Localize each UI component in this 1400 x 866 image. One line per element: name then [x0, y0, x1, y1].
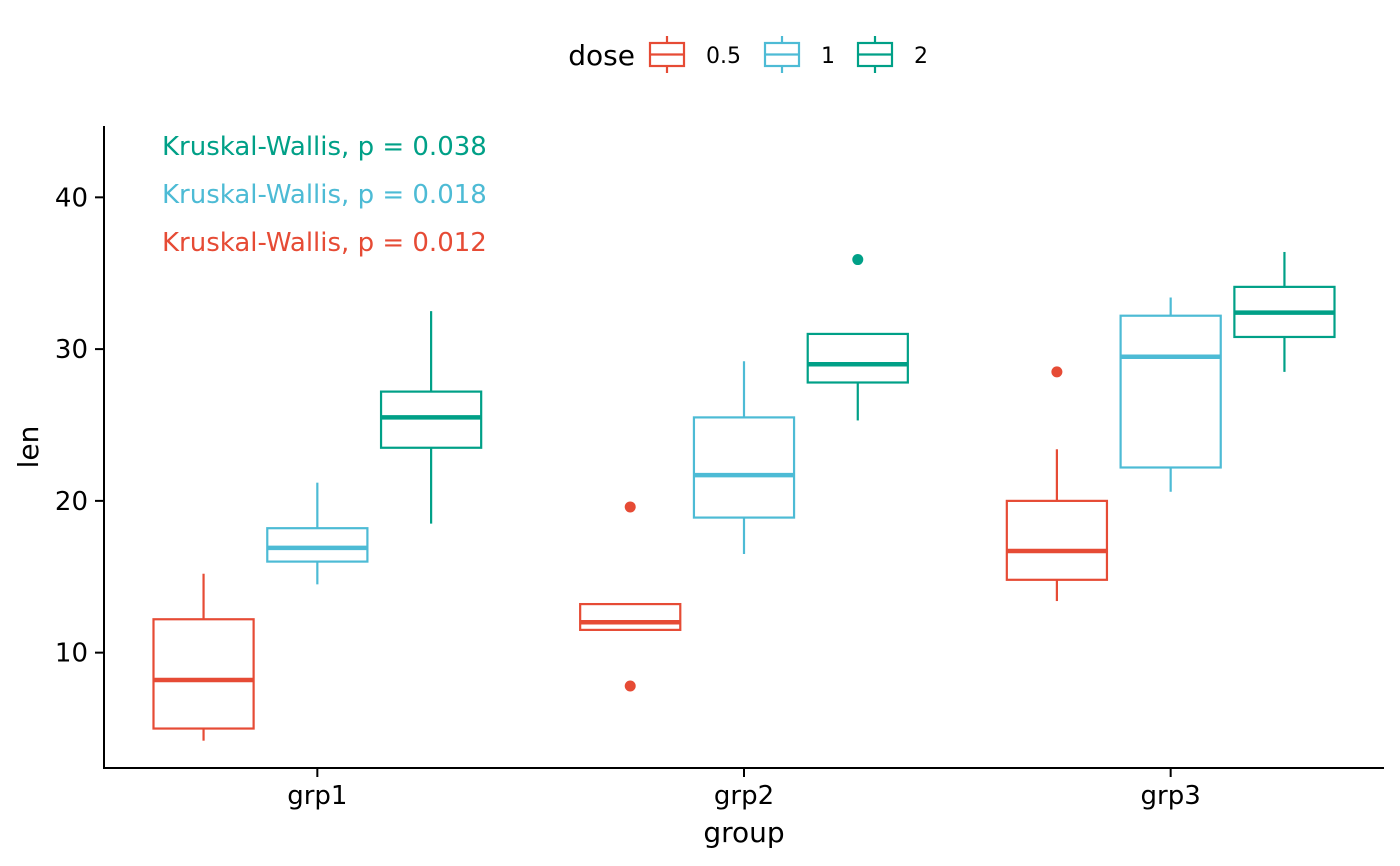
box-0.5-grp1 — [152, 573, 255, 741]
legend-item-0.5: 0.5 — [648, 36, 741, 73]
series-2 — [379, 251, 1336, 524]
legend-label: 2 — [914, 44, 928, 69]
box-0.5-grp3 — [1005, 366, 1109, 602]
y-tick-label: 20 — [55, 487, 88, 517]
x-axis-title: group — [703, 816, 784, 849]
annotations: Kruskal-Wallis, p = 0.038 Kruskal-Wallis,… — [162, 132, 487, 258]
legend-item-1: 1 — [763, 36, 835, 73]
kruskal-wallis-annotation: Kruskal-Wallis, p = 0.018 — [162, 180, 487, 210]
box-1-grp1 — [266, 482, 369, 585]
y-axis-title: len — [12, 426, 45, 469]
box-2-grp2 — [806, 254, 909, 421]
outlier-point — [624, 680, 636, 692]
box-body — [692, 416, 796, 519]
y-tick-label: 40 — [55, 183, 88, 213]
y-tick-label: 30 — [55, 335, 88, 365]
series-0.5 — [152, 366, 1109, 741]
box-body — [1119, 314, 1222, 469]
x-tick-label: grp1 — [287, 781, 347, 811]
legend-label: 0.5 — [706, 44, 741, 69]
y-tick-label: 10 — [55, 639, 88, 669]
box-2-grp3 — [1233, 251, 1336, 372]
box-1-grp2 — [692, 361, 796, 554]
kruskal-wallis-annotation: Kruskal-Wallis, p = 0.012 — [162, 228, 487, 258]
axes: group len 10 20 30 40 grp1 grp2 grp3 — [12, 126, 1384, 849]
series-1 — [266, 297, 1222, 585]
box-body — [266, 527, 369, 563]
outlier-point — [1051, 366, 1063, 378]
legend: dose 0.5 1 2 — [568, 36, 928, 73]
x-tick-label: grp2 — [714, 781, 774, 811]
box-1-grp3 — [1119, 297, 1222, 492]
outlier-point — [624, 501, 636, 513]
box-2-grp1 — [379, 311, 483, 524]
box-0.5-grp2 — [579, 501, 682, 692]
box-body — [806, 332, 909, 384]
legend-title: dose — [568, 39, 635, 72]
x-tick-label: grp3 — [1141, 781, 1201, 811]
legend-item-2: 2 — [856, 36, 928, 73]
outlier-point — [852, 254, 864, 266]
box-body — [152, 618, 255, 730]
kruskal-wallis-annotation: Kruskal-Wallis, p = 0.038 — [162, 132, 487, 162]
legend-label: 1 — [821, 44, 835, 69]
box-body — [379, 390, 483, 449]
box-body — [579, 602, 682, 631]
plot-area — [152, 251, 1336, 741]
box-body — [1005, 499, 1109, 581]
